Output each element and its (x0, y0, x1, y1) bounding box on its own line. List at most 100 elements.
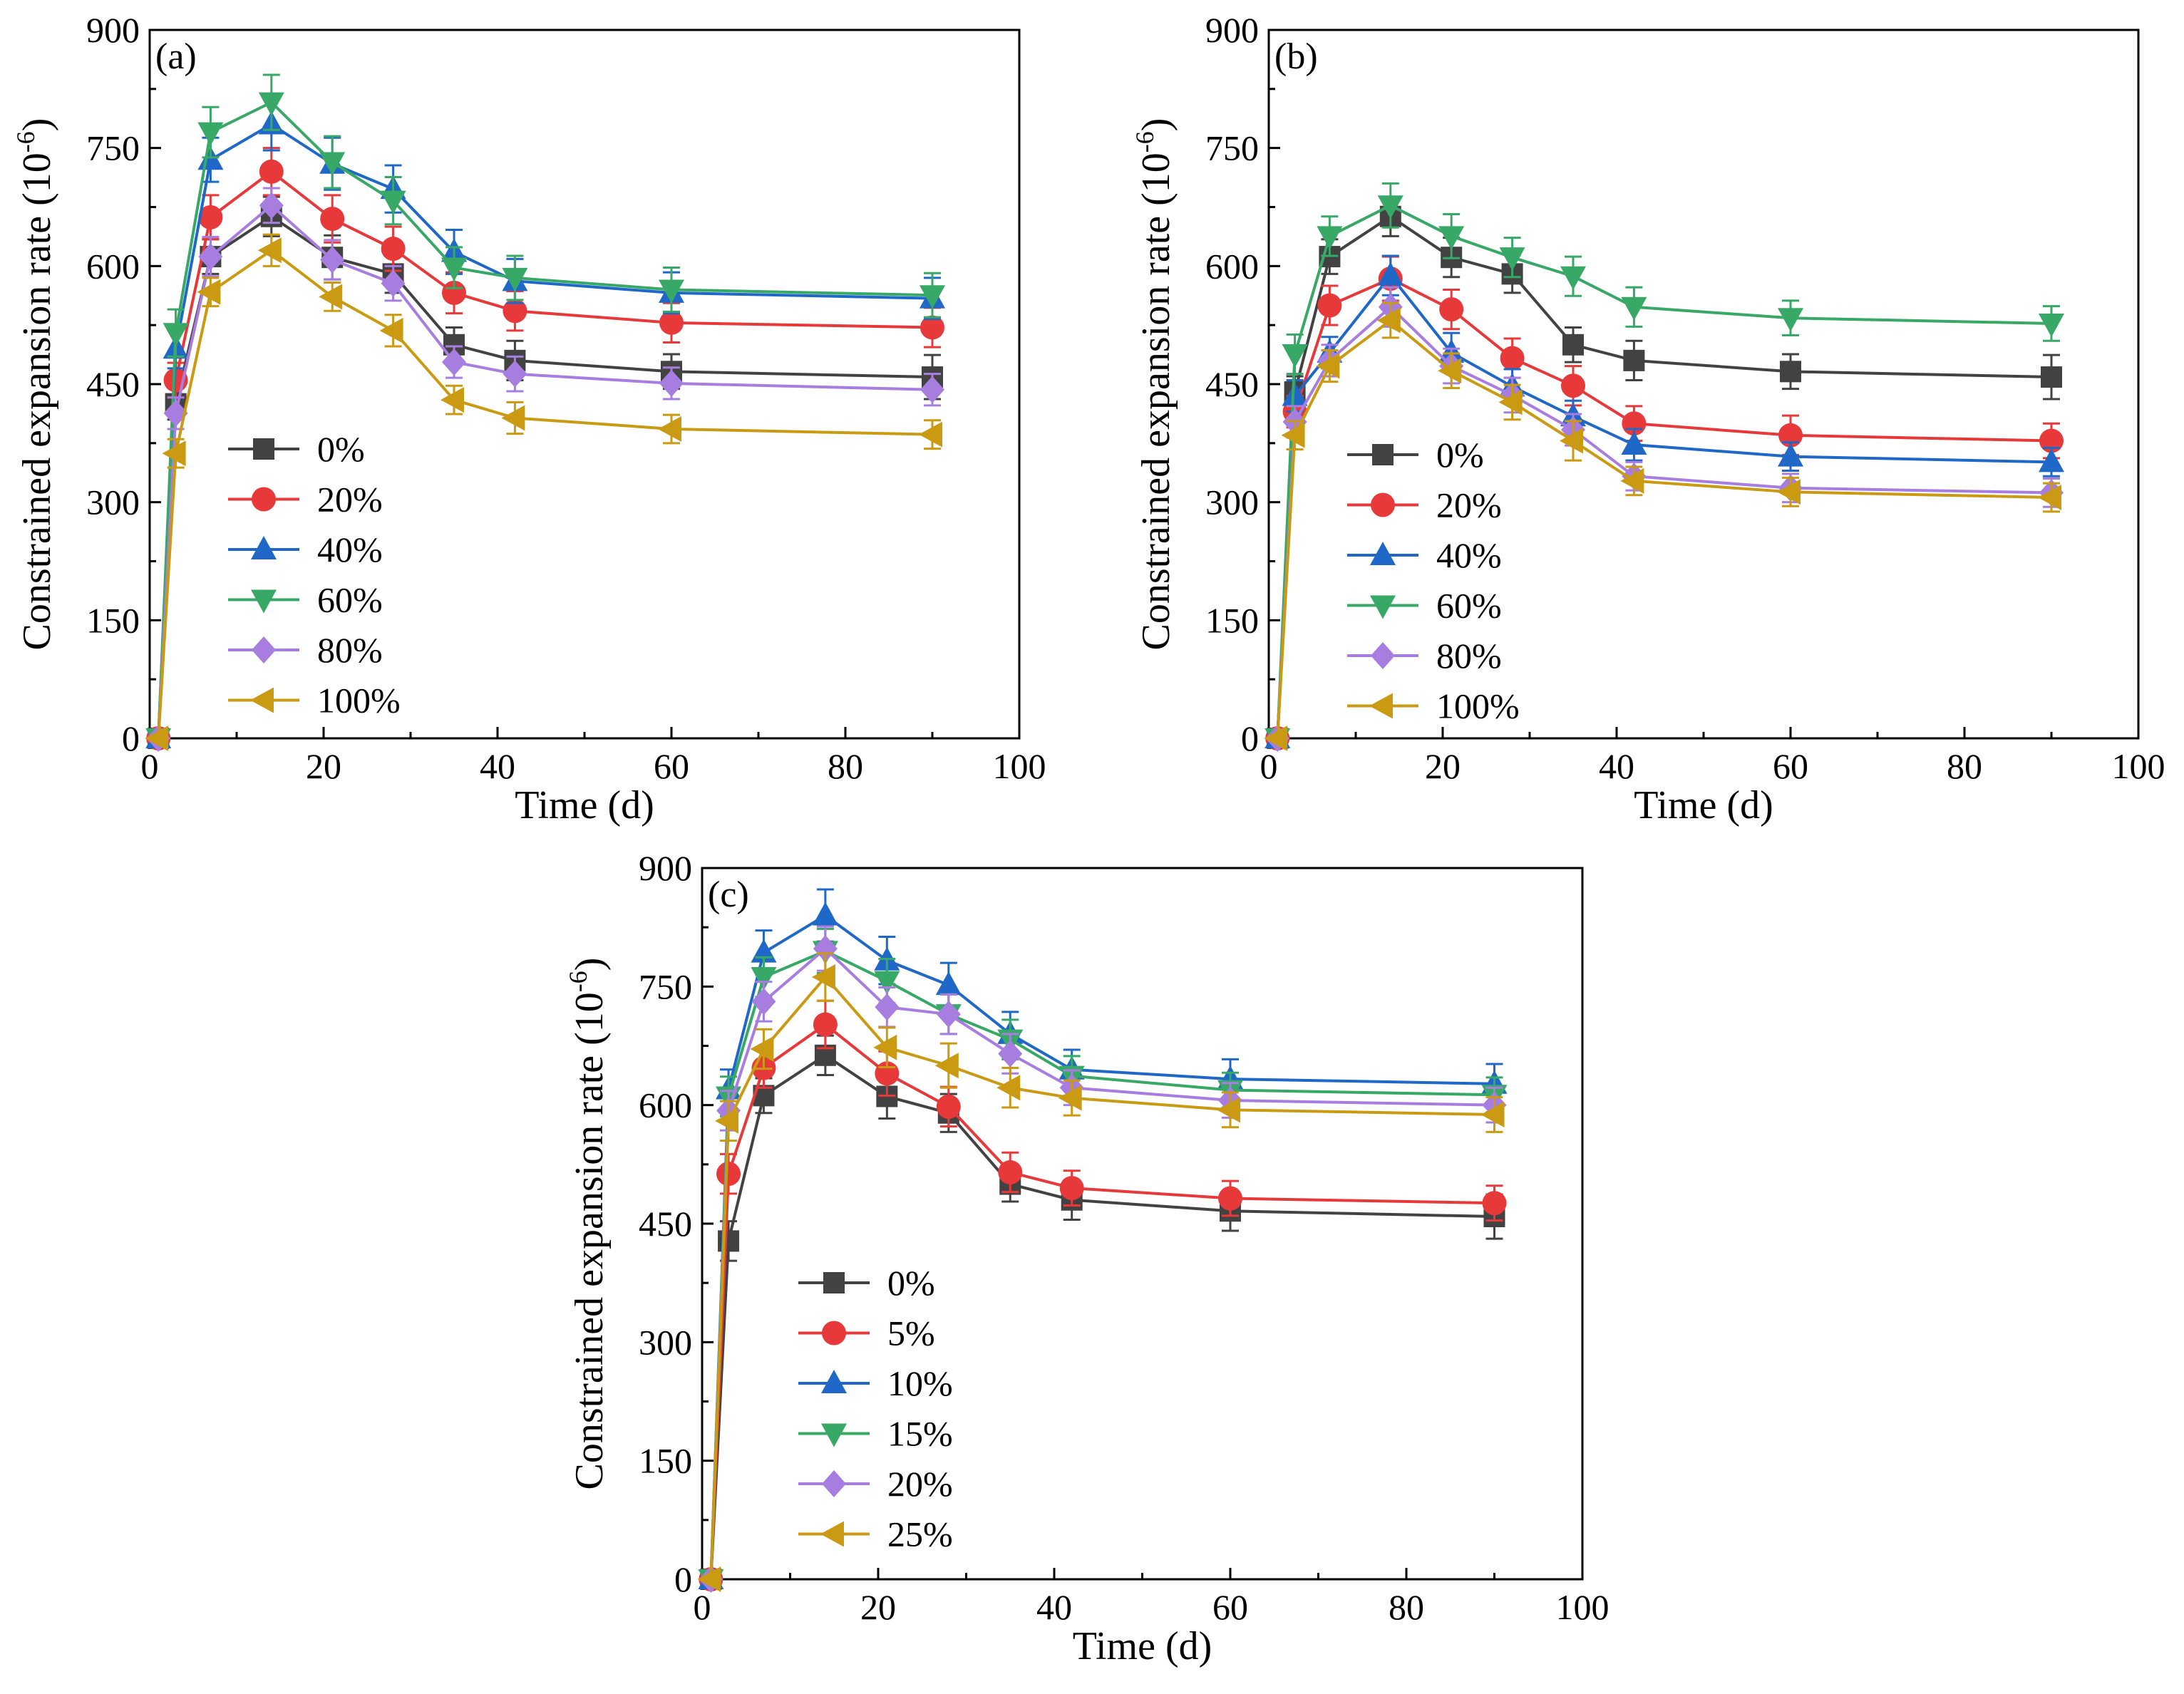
data-point (1778, 308, 1803, 332)
series-line (1276, 273, 2052, 739)
y-tick-label: 600 (1205, 246, 1259, 286)
data-point (873, 1034, 897, 1060)
data-point (1621, 431, 1647, 455)
data-point (2041, 366, 2062, 388)
data-point (501, 405, 525, 431)
y-tick-label: 150 (1205, 600, 1259, 640)
data-point (920, 285, 945, 309)
x-tick-label: 40 (1036, 1587, 1072, 1627)
data-point (1438, 226, 1465, 250)
legend-label: 25% (887, 1514, 953, 1554)
series-5 (1264, 301, 2061, 751)
legend-marker (822, 1321, 846, 1346)
chart-panel-2: 0 20 40 60 80 100 0 150 300 450 600 750 900 Time (d) C… (564, 848, 1609, 1668)
legend-entry-0: 0% (798, 1263, 935, 1303)
data-point (1498, 389, 1523, 415)
legend-label: 40% (317, 530, 383, 569)
legend-marker (1370, 542, 1396, 565)
y-tick-label: 0 (674, 1559, 692, 1599)
series-5 (697, 952, 1505, 1592)
x-tick-label: 40 (480, 746, 515, 786)
data-point (1560, 266, 1586, 290)
legend-entry-5: 100% (1347, 686, 1520, 726)
x-tick-label: 60 (1773, 746, 1808, 786)
series-line (157, 123, 933, 739)
data-point (659, 369, 684, 397)
data-point (919, 421, 942, 448)
data-point (811, 964, 835, 991)
y-axis-title-main: Constrained expansion rate (10 (15, 153, 59, 650)
legend-marker (250, 687, 274, 713)
data-point (259, 159, 284, 184)
y-axis-title-close: ) (15, 118, 59, 132)
panel-label: (a) (155, 36, 197, 77)
series-line (709, 914, 1495, 1580)
legend-entry-2: 40% (1347, 535, 1502, 575)
y-axis-title-close: ) (1134, 118, 1178, 132)
series-line (709, 974, 1495, 1580)
data-point (502, 267, 528, 291)
chart-panel-0: 0 20 40 60 80 100 0 150 300 450 600 750 900 Time (d) C… (11, 10, 1046, 827)
data-point (441, 257, 467, 282)
data-point (813, 935, 838, 963)
legend-marker (822, 1470, 846, 1497)
legend-entry-0: 0% (1347, 435, 1484, 475)
data-point (1621, 296, 1647, 321)
legend-marker (821, 1423, 847, 1447)
legend-label: 0% (887, 1263, 935, 1303)
y-axis-title-main: Constrained expansion rate (10 (567, 992, 612, 1489)
series-line (157, 170, 933, 739)
y-axis-title-exponent: -6 (564, 971, 592, 992)
y-tick-label: 600 (639, 1085, 692, 1125)
data-point (718, 1230, 740, 1252)
legend-marker (251, 589, 277, 614)
data-point (1316, 353, 1340, 379)
legend-label: 10% (887, 1363, 953, 1403)
data-point (1317, 293, 1342, 318)
x-tick-label: 80 (828, 746, 863, 786)
data-point (197, 279, 221, 305)
data-point (874, 971, 900, 995)
data-point (934, 1053, 959, 1079)
y-axis-title-main: Constrained expansion rate (10 (1134, 153, 1178, 650)
data-point (920, 376, 944, 403)
legend-marker (1371, 492, 1395, 517)
y-tick-label: 150 (639, 1441, 692, 1481)
data-point (875, 993, 900, 1021)
data-point (936, 1001, 961, 1028)
legend-marker (823, 1272, 845, 1293)
data-point (1282, 382, 1308, 406)
y-tick-label: 450 (86, 364, 140, 404)
data-point (1620, 468, 1644, 494)
data-point (697, 1566, 721, 1592)
data-point (1560, 428, 1583, 454)
series-line (1276, 215, 2052, 739)
data-point (2039, 448, 2064, 472)
series-0 (700, 1034, 1505, 1590)
data-point (998, 1040, 1023, 1068)
data-point (1499, 247, 1525, 272)
legend-label: 100% (317, 681, 401, 721)
data-point (319, 152, 346, 176)
data-point (659, 310, 684, 335)
data-point (1500, 346, 1525, 371)
legend-entry-1: 20% (1347, 485, 1502, 525)
plot-frame (148, 29, 1021, 740)
series-line (709, 1023, 1495, 1580)
y-tick-label: 900 (86, 10, 140, 50)
legend-entry-3: 60% (228, 580, 383, 620)
data-point (163, 323, 189, 347)
data-point (751, 967, 777, 991)
y-axis-title-exponent: -6 (11, 131, 40, 153)
data-point (320, 246, 345, 274)
data-point (503, 360, 527, 388)
x-tick-label: 60 (654, 746, 689, 786)
legend-marker (1371, 642, 1395, 669)
data-point (381, 269, 406, 297)
legend-entry-5: 100% (228, 681, 401, 721)
x-tick-label: 20 (860, 1587, 896, 1627)
series-line (709, 949, 1495, 1580)
series-line (1276, 305, 2052, 739)
y-tick-label: 450 (1205, 364, 1259, 404)
